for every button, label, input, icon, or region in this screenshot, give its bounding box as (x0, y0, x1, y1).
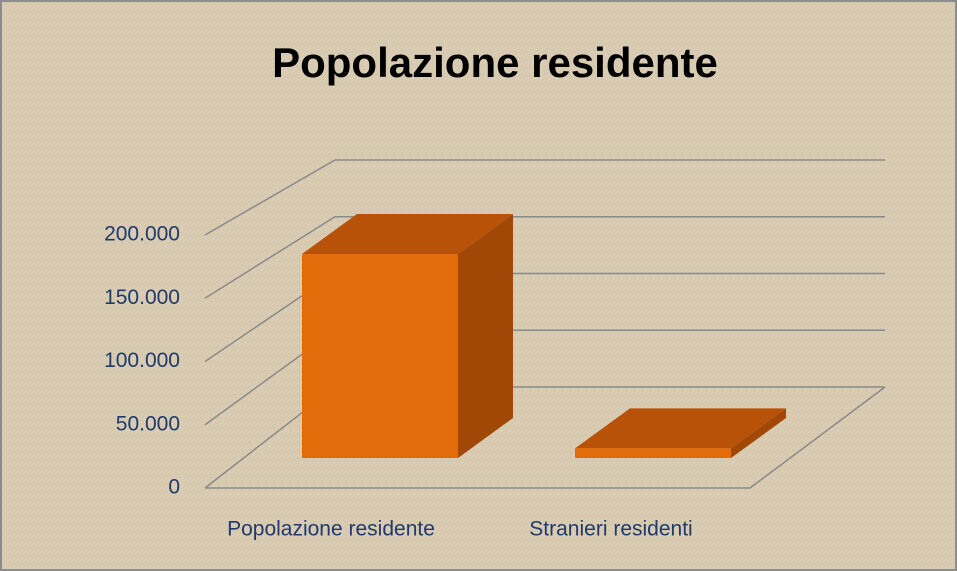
bar (302, 214, 513, 458)
y-tick-label: 200.000 (104, 223, 180, 246)
bar-top (575, 408, 786, 449)
y-tick-label: 0 (168, 476, 180, 499)
bar-front (575, 448, 731, 458)
plot-area: 0 50.000 100.000 150.000 200.000 Popolazione … (104, 159, 886, 541)
grid-line (204, 159, 885, 236)
floor-edge (749, 386, 886, 489)
bar-front (302, 254, 458, 458)
bar-side (458, 214, 513, 458)
x-tick-label: Popolazione residente (227, 518, 435, 541)
chart-title: Popolazione residente (272, 39, 718, 86)
bar-side (731, 408, 786, 458)
grid-line (204, 216, 885, 299)
bar (575, 408, 786, 458)
y-tick-label: 100.000 (104, 349, 180, 372)
x-tick-label: Stranieri residenti (529, 518, 692, 541)
y-tick-label: 50.000 (116, 412, 180, 435)
bar-top (302, 214, 513, 254)
y-tick-label: 150.000 (104, 286, 180, 309)
